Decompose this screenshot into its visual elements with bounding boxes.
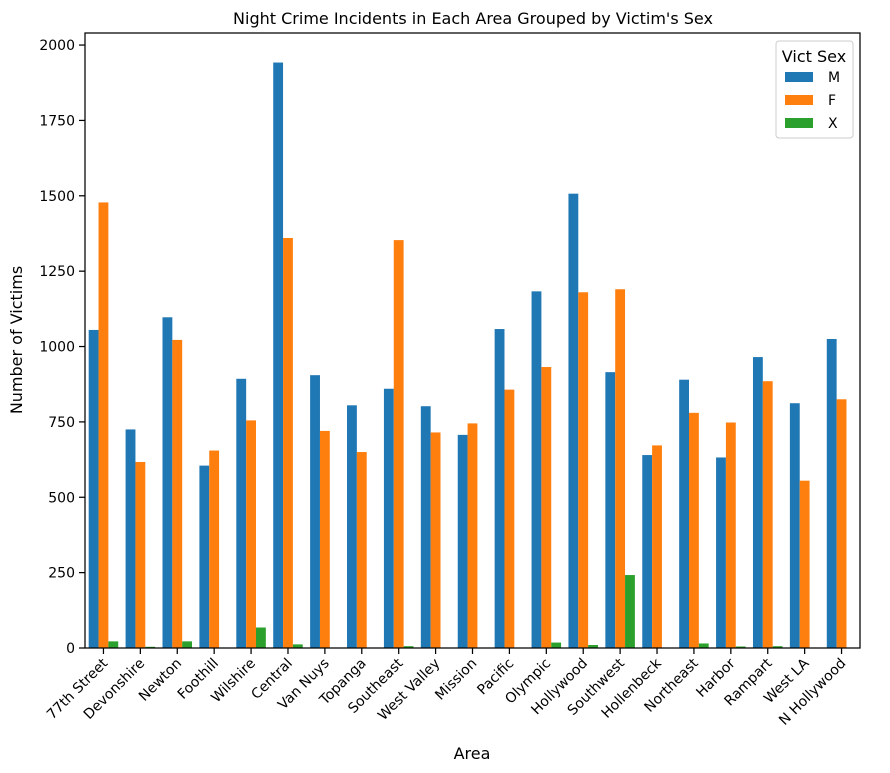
bar-F-14 — [615, 289, 626, 648]
bar-X-17 — [735, 646, 746, 648]
bars-group — [88, 62, 847, 649]
y-tick-label-7: 1750 — [39, 113, 75, 129]
bar-F-15 — [652, 445, 662, 648]
y-tick-label-0: 0 — [66, 641, 75, 657]
x-axis-label: Area — [454, 744, 491, 763]
legend-title: Vict Sex — [782, 47, 846, 66]
bar-X-18 — [772, 646, 783, 648]
bar-F-0 — [98, 202, 109, 648]
bar-M-15 — [642, 455, 653, 648]
bar-F-11 — [504, 389, 515, 648]
bar-M-20 — [826, 338, 837, 648]
bar-F-20 — [836, 399, 847, 648]
bar-F-1 — [135, 461, 146, 648]
bar-F-6 — [319, 430, 330, 648]
bar-M-8 — [383, 388, 394, 648]
legend-label-M: M — [828, 70, 840, 86]
bar-M-3 — [199, 465, 210, 648]
bar-F-7 — [356, 452, 367, 648]
bar-F-10 — [467, 423, 478, 648]
y-axis-label: Number of Victims — [7, 266, 26, 414]
bar-X-12 — [551, 642, 562, 648]
bar-X-14 — [625, 575, 635, 648]
bar-M-7 — [347, 405, 357, 648]
bar-F-4 — [246, 420, 256, 648]
bar-X-0 — [108, 641, 119, 648]
y-tick-label-4: 1000 — [39, 340, 75, 356]
bar-M-11 — [494, 329, 505, 648]
bar-X-5 — [292, 644, 303, 648]
bar-F-9 — [430, 432, 441, 648]
legend-label-F: F — [828, 93, 836, 109]
bar-X-16 — [698, 643, 709, 648]
bar-M-12 — [531, 291, 542, 648]
bar-X-8 — [403, 646, 414, 648]
bar-F-2 — [172, 339, 183, 648]
bar-M-10 — [457, 434, 468, 648]
y-tick-label-1: 250 — [48, 566, 75, 582]
bar-M-17 — [716, 457, 726, 648]
legend-swatch-X — [785, 118, 813, 128]
legend-box — [775, 40, 854, 139]
bar-M-14 — [605, 372, 616, 648]
legend-label-X: X — [828, 116, 838, 132]
bar-F-17 — [725, 422, 736, 648]
bar-M-2 — [162, 317, 173, 648]
bar-M-1 — [125, 429, 136, 648]
y-tick-label-5: 1250 — [39, 264, 75, 280]
bar-F-12 — [541, 367, 552, 648]
bar-X-2 — [182, 641, 193, 648]
legend-items: MFX — [785, 70, 840, 132]
plot-frame — [84, 32, 861, 649]
bar-M-6 — [310, 375, 320, 648]
y-axis: 0 250 500 750 1000 1250 1500 1750 2000 — [39, 38, 85, 657]
bar-F-16 — [689, 412, 699, 648]
bar-M-18 — [752, 357, 763, 648]
bar-M-4 — [236, 378, 247, 648]
bar-M-0 — [88, 329, 99, 648]
bar-M-13 — [568, 193, 579, 648]
bar-F-13 — [578, 292, 589, 648]
bar-F-3 — [209, 450, 220, 648]
bar-M-16 — [679, 379, 690, 648]
y-tick-label-8: 2000 — [39, 38, 75, 54]
bar-M-5 — [273, 62, 284, 649]
bar-F-8 — [393, 240, 404, 649]
legend-swatch-F — [785, 95, 813, 105]
y-tick-label-2: 500 — [48, 490, 75, 506]
legend-swatch-M — [785, 72, 813, 82]
chart-title: Night Crime Incidents in Each Area Group… — [233, 9, 713, 28]
bar-M-9 — [420, 406, 431, 648]
y-tick-label-6: 1500 — [39, 189, 75, 205]
bar-X-4 — [255, 627, 266, 648]
bar-F-5 — [283, 238, 293, 648]
legend: Vict Sex MFX — [775, 40, 854, 139]
bar-X-13 — [588, 644, 598, 648]
bar-F-19 — [799, 480, 810, 648]
y-tick-label-3: 750 — [48, 415, 75, 431]
bar-F-18 — [762, 381, 773, 648]
bar-M-19 — [789, 403, 800, 648]
